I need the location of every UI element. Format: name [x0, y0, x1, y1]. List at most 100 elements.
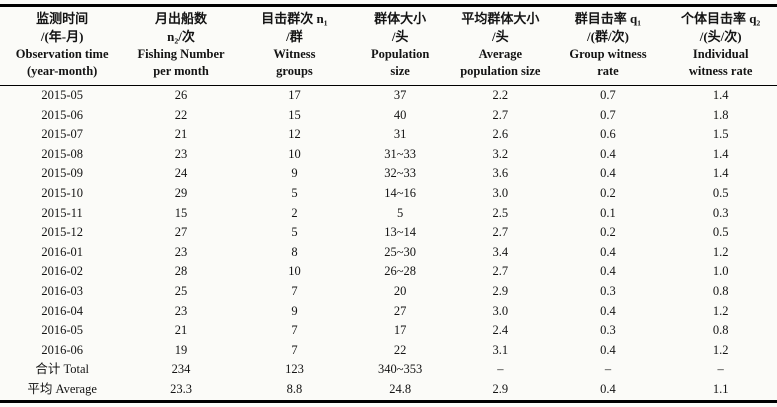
- table-cell: 2015-11: [41, 205, 83, 220]
- table-row: 2015-06 22 15 40 2.7 0.7 1.8: [0, 106, 777, 126]
- table-row: 2016-01 23 8 25~30 3.4 0.4 1.2: [0, 243, 777, 263]
- table-cell: 15: [174, 205, 188, 220]
- table-cell: 24.8: [389, 381, 412, 396]
- summary-row: 合计 Total 234 123 340~353 – – –: [0, 360, 777, 380]
- table-cell: 22: [393, 342, 407, 357]
- header-line: n₂/次: [167, 29, 195, 44]
- header-line: population size: [460, 64, 541, 78]
- table-cell: 27: [174, 225, 188, 240]
- table-cell: 0.8: [712, 283, 729, 298]
- header-line: per month: [153, 64, 209, 78]
- table-cell: 23: [174, 146, 188, 161]
- table-cell: 2016-01: [41, 244, 83, 259]
- table-cell: 2016-05: [41, 323, 83, 338]
- column-header-witness-groups: 目击群次 n₁/群 Witness groups: [238, 6, 351, 86]
- table-cell: 21: [174, 323, 188, 338]
- table-cell: 5: [291, 185, 298, 200]
- table-cell: 1.5: [712, 127, 729, 142]
- header-line: witness rate: [688, 64, 753, 78]
- table-cell: 2015-08: [41, 146, 83, 161]
- column-header-individual-witness-rate: 个体目击率 q₂ /(头/次) Individual witness rate: [664, 6, 777, 86]
- header-line: Individual: [692, 47, 749, 61]
- table-cell: 平均 Average: [27, 381, 97, 396]
- table-cell: 31: [393, 127, 407, 142]
- table-cell: 1.2: [712, 303, 729, 318]
- table-cell: 0.2: [600, 225, 616, 240]
- observation-table: 监测时间 /(年-月) Observation time (year-month) 月出…: [0, 4, 777, 403]
- table-cell: 13~14: [384, 225, 417, 240]
- header-line: Population: [370, 47, 430, 61]
- table-cell: 24: [174, 166, 188, 181]
- table-cell: 22: [174, 107, 188, 122]
- table-cell: 2.7: [492, 264, 509, 279]
- table-row: 2016-03 25 7 20 2.9 0.3 0.8: [0, 282, 777, 302]
- header-line: 个体目击率 q₂: [680, 11, 761, 26]
- table-row: 2015-10 29 5 14~16 3.0 0.2 0.5: [0, 184, 777, 204]
- table-cell: 7: [291, 323, 298, 338]
- table-cell: 3.0: [492, 303, 509, 318]
- table-row: 2016-02 28 10 26~28 2.7 0.4 1.0: [0, 262, 777, 282]
- table-cell: 2.4: [492, 323, 509, 338]
- header-line: /(头/次): [699, 29, 742, 44]
- header-line: groups: [276, 64, 313, 78]
- table-cell: 2016-02: [41, 264, 83, 279]
- table-cell: 3.6: [492, 166, 509, 181]
- table-cell: 0.4: [600, 146, 616, 161]
- table-cell: 9: [291, 303, 298, 318]
- table-cell: 1.1: [712, 381, 729, 396]
- table-row: 2015-09 24 9 32~33 3.6 0.4 1.4: [0, 164, 777, 184]
- header-line: /(年-月): [40, 29, 84, 44]
- header-line: size: [390, 64, 410, 78]
- table-cell: 25~30: [384, 244, 417, 259]
- table-row: 2016-05 21 7 17 2.4 0.3 0.8: [0, 321, 777, 341]
- table-cell: 37: [393, 88, 407, 102]
- table-cell: 合计 Total: [35, 362, 89, 377]
- table-cell: 17: [393, 323, 407, 338]
- table-cell: 2016-03: [41, 283, 83, 298]
- column-header-fishing-number: 月出船数 n₂/次 Fishing Number per month: [124, 6, 237, 86]
- table-cell: 2016-04: [41, 303, 83, 318]
- table-cell: 23.3: [170, 381, 192, 396]
- table-cell: 19: [174, 342, 188, 357]
- table-cell: 0.5: [712, 225, 729, 240]
- table-cell: 27: [393, 303, 407, 318]
- table-cell: 5: [397, 205, 404, 220]
- table-cell: 2.6: [492, 127, 509, 142]
- header-line: /群: [286, 29, 303, 44]
- table-cell: 20: [393, 283, 407, 298]
- table-cell: 0.4: [600, 381, 616, 396]
- table-cell: 1.8: [712, 107, 729, 122]
- table-cell: 2015-07: [41, 127, 83, 142]
- table-cell: 15: [288, 107, 301, 122]
- table-cell: 0.4: [600, 244, 616, 259]
- table-cell: 5: [291, 225, 298, 240]
- summary-row: 平均 Average 23.3 8.8 24.8 2.9 0.4 1.1: [0, 380, 777, 401]
- header-line: 群目击率 q₁: [574, 11, 642, 26]
- header-line: Observation time: [15, 47, 109, 61]
- table-cell: 2: [291, 205, 298, 220]
- table-cell: 2.2: [492, 88, 509, 102]
- table-cell: 2015-05: [41, 88, 83, 102]
- table-row: 2015-08 23 10 31~33 3.2 0.4 1.4: [0, 145, 777, 165]
- table-cell: 14~16: [384, 185, 417, 200]
- table-cell: 1.4: [712, 88, 729, 102]
- table-cell: 3.1: [492, 342, 509, 357]
- table-body: 2015-05 26 17 37 2.2 0.7 1.4 2015-06 22 15 40 2.7 0.…: [0, 86, 777, 402]
- table-cell: 7: [291, 283, 298, 298]
- header-line: 月出船数: [155, 11, 208, 26]
- header-line: 目击群次 n₁: [261, 11, 328, 26]
- table-row: 2016-06 19 7 22 3.1 0.4 1.2: [0, 341, 777, 361]
- table-cell: 2015-06: [41, 107, 83, 122]
- table-row: 2015-11 15 2 5 2.5 0.1 0.3: [0, 204, 777, 224]
- header-line: (year-month): [26, 64, 98, 78]
- table-cell: 0.4: [600, 166, 616, 181]
- table-header: 监测时间 /(年-月) Observation time (year-month) 月出…: [0, 6, 777, 86]
- table-cell: 9: [291, 166, 298, 181]
- table-cell: 2.9: [492, 283, 509, 298]
- header-line: Fishing Number: [137, 47, 225, 61]
- table-cell: 0.5: [712, 185, 729, 200]
- header-line: /头: [492, 29, 509, 44]
- table-cell: 1.2: [712, 244, 729, 259]
- table-cell: 340~353: [378, 362, 423, 377]
